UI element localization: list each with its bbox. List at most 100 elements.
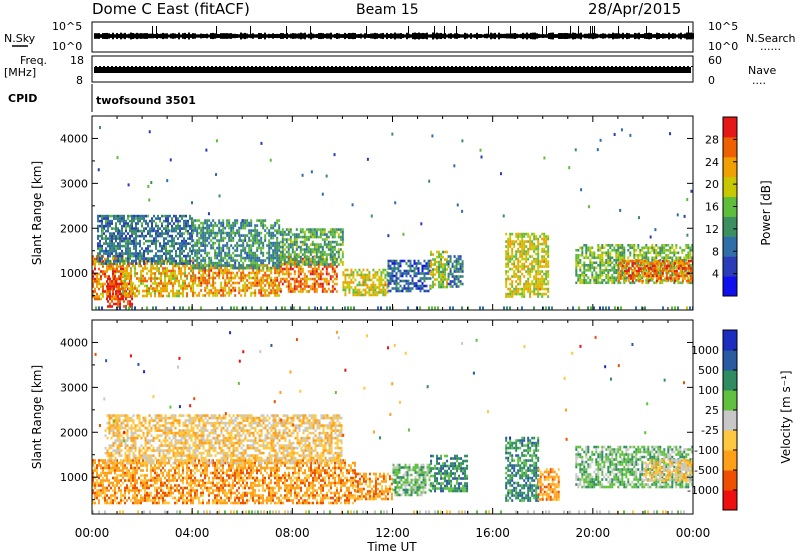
data-cell [405, 269, 408, 273]
data-cell [366, 291, 369, 294]
nave-sample [627, 66, 629, 67]
data-cell [240, 276, 243, 280]
data-cell [109, 222, 112, 225]
data-cell [266, 256, 269, 260]
data-cell [447, 272, 450, 276]
nsky-sample [190, 34, 192, 38]
data-cell [289, 260, 292, 263]
data-cell [109, 242, 112, 245]
data-cell [130, 269, 133, 273]
data-cell [190, 274, 193, 278]
nsky-sample [328, 33, 330, 39]
data-cell [111, 285, 114, 288]
data-cell [517, 292, 520, 296]
data-cell [591, 271, 594, 275]
data-cell [633, 248, 636, 252]
data-cell [597, 256, 600, 260]
data-cell [621, 253, 624, 257]
data-cell [599, 281, 602, 285]
data-cell [111, 214, 114, 218]
data-cell [228, 249, 231, 252]
data-cell [325, 290, 328, 293]
data-cell [236, 231, 239, 235]
data-cell [583, 276, 586, 280]
data-cell [94, 257, 96, 261]
data-cell [438, 260, 441, 264]
data-cell [146, 292, 149, 295]
data-cell [206, 286, 209, 290]
data-cell [119, 214, 122, 218]
data-cell [323, 228, 326, 231]
data-cell [523, 285, 526, 288]
data-cell [236, 259, 239, 262]
data-cell [655, 262, 658, 265]
data-cell [589, 278, 592, 282]
data-cell [535, 237, 538, 241]
data-cell [107, 257, 110, 260]
data-cell [105, 247, 108, 250]
data-cell [665, 267, 668, 270]
data-cell [667, 248, 670, 252]
nave-sample [183, 66, 185, 67]
data-cell [405, 279, 408, 283]
nsky-sample [110, 34, 112, 38]
data-cell [378, 288, 381, 292]
data-cell [421, 277, 424, 280]
data-cell [117, 254, 120, 258]
data-cell [459, 282, 462, 286]
data-cell [313, 250, 316, 254]
data-cell [208, 261, 211, 265]
data-cell [242, 279, 245, 282]
data-cell [529, 237, 532, 241]
data-cell [303, 260, 306, 264]
data-cell [246, 219, 249, 222]
data-cell [204, 241, 207, 245]
data-cell [453, 282, 456, 286]
data-cell [181, 257, 184, 260]
data-cell [171, 244, 174, 248]
data-cell [446, 258, 449, 261]
data-cell [617, 279, 620, 283]
data-cell [254, 231, 257, 235]
data-cell [228, 291, 231, 295]
nsearch-tick-bottom: 10^0 [708, 40, 738, 53]
data-cell [675, 256, 678, 260]
data-cell [254, 289, 257, 292]
data-cell [529, 287, 532, 291]
nsky-sample [448, 33, 450, 39]
data-cell [627, 267, 630, 270]
data-cell [279, 258, 282, 261]
data-cell [641, 272, 644, 275]
data-cell [242, 286, 245, 290]
data-cell [669, 256, 672, 260]
data-cell [315, 290, 318, 293]
data-cell [366, 276, 369, 279]
data-cell [547, 252, 550, 256]
nsky-sample [284, 33, 286, 39]
data-cell [547, 290, 550, 293]
data-cell [539, 287, 542, 291]
data-cell [653, 251, 656, 255]
data-cell [613, 258, 616, 262]
nsky-sample [602, 33, 604, 39]
data-cell [169, 222, 172, 225]
data-cell [607, 281, 610, 285]
data-cell [287, 243, 290, 246]
data-cell [303, 230, 306, 234]
data-cell [442, 273, 445, 276]
data-cell [136, 262, 139, 265]
data-cell [175, 217, 178, 220]
data-cell [165, 229, 168, 233]
data-cell [637, 243, 640, 247]
data-cell [421, 264, 424, 268]
data-cell [339, 235, 342, 239]
nsky-sample [460, 34, 462, 38]
data-cell [218, 271, 221, 275]
data-cell [384, 283, 387, 287]
data-cell [200, 279, 203, 282]
nsky-sample [314, 34, 316, 38]
data-cell [645, 264, 648, 268]
data-cell [204, 244, 207, 247]
data-cell [619, 271, 622, 275]
data-cell [242, 266, 245, 270]
